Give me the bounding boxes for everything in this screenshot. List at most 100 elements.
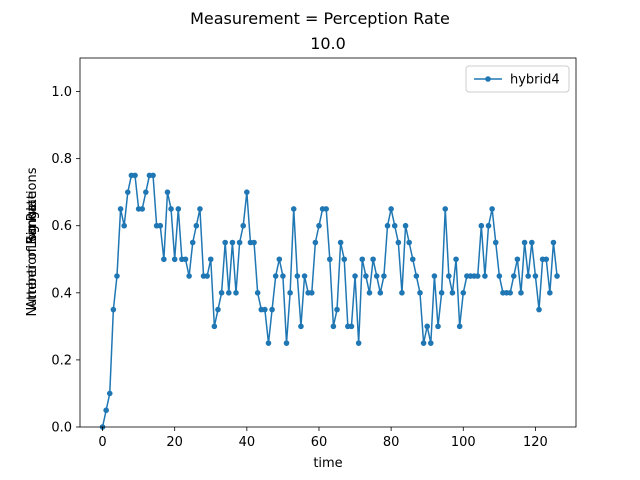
data-point bbox=[193, 222, 200, 229]
data-point bbox=[150, 172, 156, 179]
data-point bbox=[337, 239, 344, 246]
data-point bbox=[391, 222, 398, 229]
data-point bbox=[222, 239, 228, 246]
data-point bbox=[489, 206, 495, 212]
y-tick-label: 0.0 bbox=[51, 421, 72, 436]
data-point bbox=[366, 290, 373, 296]
data-point bbox=[312, 239, 319, 246]
data-point bbox=[103, 407, 109, 414]
data-point bbox=[424, 323, 431, 330]
data-point bbox=[157, 222, 164, 229]
data-point bbox=[409, 256, 416, 263]
chart-suptitle: Measurement = Perception Rate bbox=[190, 9, 450, 28]
data-point bbox=[521, 239, 528, 246]
x-tick-label: 60 bbox=[311, 435, 328, 450]
axes-frame bbox=[79, 57, 577, 428]
data-point bbox=[229, 239, 236, 246]
data-point bbox=[272, 273, 279, 279]
data-point bbox=[402, 222, 409, 229]
data-point bbox=[482, 273, 488, 279]
data-point bbox=[211, 323, 218, 330]
data-point bbox=[456, 323, 463, 330]
x-tick-label: 80 bbox=[383, 435, 400, 450]
y-tick-label: 0.4 bbox=[51, 286, 72, 301]
data-point bbox=[431, 273, 438, 279]
plot-area: 0 20 40 60 80 100 120 0.0 0.2 0.4 0.6 0.8 1.0 hybrid4 bbox=[51, 57, 577, 450]
data-point bbox=[355, 340, 362, 346]
data-point bbox=[298, 323, 304, 330]
data-point bbox=[244, 189, 250, 195]
data-point bbox=[117, 206, 124, 212]
data-point bbox=[460, 290, 467, 296]
x-tick-label: 0 bbox=[98, 435, 106, 450]
data-point bbox=[254, 290, 261, 296]
data-point bbox=[330, 323, 337, 330]
y-axis-label-2: Attention Range bbox=[25, 203, 40, 308]
data-point bbox=[186, 273, 192, 279]
data-point bbox=[121, 222, 127, 229]
data-point bbox=[388, 206, 394, 212]
data-point bbox=[276, 256, 283, 263]
x-tick-label: 40 bbox=[239, 435, 256, 450]
data-point bbox=[348, 323, 355, 330]
data-point bbox=[226, 290, 232, 296]
data-point bbox=[341, 256, 348, 263]
data-point bbox=[525, 273, 532, 279]
y-tick-label: 0.2 bbox=[51, 353, 72, 368]
data-point bbox=[164, 189, 171, 195]
data-point bbox=[240, 222, 247, 229]
data-point bbox=[554, 273, 560, 279]
data-point bbox=[377, 290, 384, 296]
data-point bbox=[287, 290, 293, 296]
y-tick-label: 0.6 bbox=[51, 219, 72, 234]
legend-box bbox=[465, 65, 570, 93]
x-tick-label: 100 bbox=[451, 435, 476, 450]
data-point bbox=[352, 273, 358, 279]
data-point bbox=[370, 256, 376, 263]
data-point bbox=[474, 273, 481, 279]
data-point bbox=[363, 273, 369, 279]
data-point bbox=[478, 222, 485, 229]
data-point bbox=[106, 390, 113, 397]
data-point bbox=[125, 189, 131, 195]
x-tick-label: 20 bbox=[166, 435, 183, 450]
data-point bbox=[171, 256, 178, 263]
data-point bbox=[399, 290, 405, 296]
data-point bbox=[514, 256, 521, 263]
data-point bbox=[139, 206, 146, 212]
data-point bbox=[547, 290, 553, 296]
data-point bbox=[207, 256, 214, 263]
data-point bbox=[215, 306, 221, 313]
data-point bbox=[265, 340, 272, 346]
data-point bbox=[543, 256, 550, 263]
data-point bbox=[381, 273, 387, 279]
data-point bbox=[536, 306, 542, 313]
legend-marker bbox=[485, 76, 491, 82]
data-point bbox=[251, 239, 257, 246]
data-point bbox=[143, 189, 149, 195]
data-point bbox=[435, 323, 441, 330]
data-point bbox=[110, 306, 117, 313]
data-point bbox=[442, 206, 449, 212]
data-point bbox=[132, 172, 138, 179]
data-point bbox=[492, 239, 499, 246]
data-point bbox=[510, 273, 517, 279]
data-point bbox=[323, 206, 330, 212]
data-point bbox=[395, 239, 402, 246]
data-point bbox=[485, 222, 492, 229]
data-point bbox=[290, 206, 297, 212]
data-point bbox=[529, 239, 535, 246]
data-point bbox=[316, 222, 322, 229]
data-point bbox=[204, 273, 210, 279]
data-point bbox=[438, 290, 445, 296]
data-point bbox=[334, 306, 340, 313]
data-point bbox=[550, 239, 557, 246]
y-axis-label-1: Number of Simulations bbox=[25, 167, 40, 316]
data-point bbox=[197, 206, 203, 212]
data-point bbox=[280, 273, 286, 279]
legend-label: hybrid4 bbox=[510, 73, 560, 88]
chart-title: 10.0 bbox=[310, 34, 346, 53]
data-point bbox=[359, 256, 366, 263]
data-point bbox=[428, 340, 434, 346]
